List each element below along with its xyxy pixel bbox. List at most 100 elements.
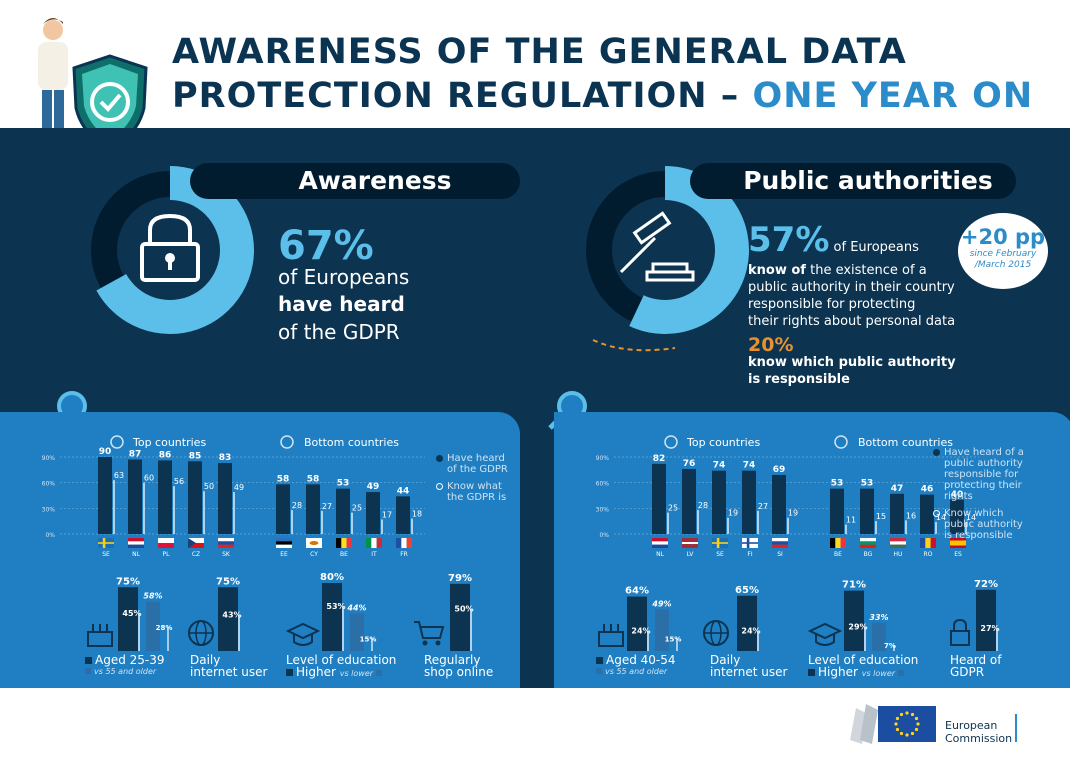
flag-icon-se: [712, 538, 728, 548]
bar-heard: [188, 461, 202, 534]
flag-stripe: [218, 541, 234, 545]
demo-value-label: 45%: [122, 609, 141, 618]
country-label: RO: [924, 551, 933, 558]
awareness-pct: 67%: [278, 223, 374, 269]
flag-triangle: [188, 538, 196, 548]
flag-icon-es: [950, 538, 966, 548]
badge-sub-1: since February: [969, 249, 1037, 259]
eu-star: [894, 722, 898, 726]
flag-stripe: [128, 541, 144, 545]
demo-bar: [737, 595, 757, 651]
flag-stripe: [158, 543, 174, 548]
flag-icon-be: [830, 538, 846, 548]
awareness-text-1: of Europeans: [278, 265, 410, 289]
cake-icon: [598, 624, 624, 647]
public-demographic-chart: 64% 24% 49% 15% 65% 24% 71% 29%33% 7% 72% 27%: [625, 579, 1000, 651]
flag-stripe: [772, 544, 788, 548]
flag-icon-cy: [306, 538, 322, 548]
legend-item-heard-authority: Have heard of a public authority respons…: [933, 447, 1028, 502]
bar-value-label: 76: [683, 459, 696, 469]
country-label: ES: [954, 551, 962, 558]
demo-value-label: 75%: [116, 576, 140, 587]
bar-value-label: 69: [773, 465, 786, 475]
bar-value-label: 19: [788, 509, 798, 518]
demo-bar: [218, 587, 238, 651]
demo-value-label: 53%: [326, 602, 345, 611]
bar-heard: [276, 484, 290, 534]
bar-heard: [306, 484, 320, 534]
bar-value-label: 50: [204, 482, 214, 491]
down-arrow-icon: [280, 435, 294, 449]
demo-value-label: 24%: [741, 627, 760, 636]
bar-value-label: 27: [322, 502, 332, 511]
bar-heard: [366, 492, 380, 534]
demo-bar: [844, 590, 864, 651]
gavel-icon: [619, 211, 695, 282]
flag-stripe: [890, 538, 906, 542]
eu-star: [895, 727, 900, 732]
flag-stripe: [341, 538, 347, 548]
demo-bar: [322, 583, 342, 651]
flag-icon-hu: [890, 538, 906, 548]
country-label: BE: [834, 551, 842, 558]
caption-internet-public: Daily internet user: [710, 653, 788, 679]
awareness-donut: [91, 166, 254, 334]
flag-stripe: [376, 538, 382, 548]
flag-cross-h: [712, 542, 728, 544]
bar-value-label: 90: [99, 447, 112, 457]
flag-cross-h: [742, 542, 758, 544]
y-tick-label: 60%: [596, 481, 610, 488]
flag-stripe: [682, 542, 698, 544]
bar-value-label: 85: [189, 451, 202, 461]
bar-value-label: 56: [174, 477, 184, 486]
caption-education-public-main: Level of education: [808, 653, 919, 667]
country-label: CY: [310, 551, 318, 558]
flag-icon-fr: [396, 538, 412, 548]
public-heading: Public authorities: [690, 163, 1016, 199]
flag-stripe: [830, 538, 836, 548]
title-line-1: AWARENESS OF THE GENERAL DATA: [172, 32, 907, 72]
demo-bar: [976, 589, 996, 651]
bar-value-label: 86: [159, 450, 172, 460]
flag-stripe: [772, 538, 788, 542]
flag-stripe: [652, 541, 668, 545]
awareness-text-2: have heard: [278, 292, 405, 316]
globe-icon: [188, 620, 214, 646]
caption-aged-public-sub: vs 55 and older: [596, 666, 676, 678]
public-pct-2: 20%: [748, 334, 794, 356]
eu-star: [910, 712, 915, 717]
demo-value-label: 64%: [625, 586, 649, 597]
flag-stripe: [920, 538, 926, 548]
flag-icon-it: [366, 538, 382, 548]
graduation-cap-icon: [808, 622, 842, 646]
awareness-chart-panel: [0, 412, 520, 688]
eu-star: [910, 731, 915, 736]
bar-value-label: 74: [713, 461, 726, 471]
country-label: EE: [280, 551, 288, 558]
bottom-countries-label: Bottom countries: [304, 436, 399, 449]
flag-stripe: [218, 538, 234, 542]
flag-stripe: [276, 541, 292, 545]
flag-stripe: [860, 541, 876, 545]
flag-icon-nl: [128, 538, 144, 548]
bar-value-label: 53: [861, 479, 874, 489]
bar-value-label: 82: [653, 454, 666, 464]
country-label: CZ: [192, 551, 200, 558]
demo-value-label: 72%: [974, 579, 998, 590]
bar-value-label: 25: [668, 504, 678, 513]
country-label: PL: [163, 551, 171, 558]
country-label: FI: [747, 551, 752, 558]
public-text-3: the existence of a: [810, 263, 927, 278]
flag-stripe: [860, 544, 876, 548]
awareness-heading: Awareness: [190, 163, 520, 199]
caption-heard-public: Heard of GDPR: [950, 653, 1002, 679]
lock-icon: [950, 618, 970, 646]
bar-value-label: 49: [367, 482, 380, 492]
bar-heard: [950, 499, 964, 534]
flag-icon-sk: [218, 538, 234, 548]
bar-value-label: 28: [698, 501, 708, 510]
caption-education-public-sub: Higher vs lower: [808, 666, 918, 680]
demo-value-label: 43%: [222, 610, 241, 619]
public-pct: 57%: [748, 220, 830, 260]
